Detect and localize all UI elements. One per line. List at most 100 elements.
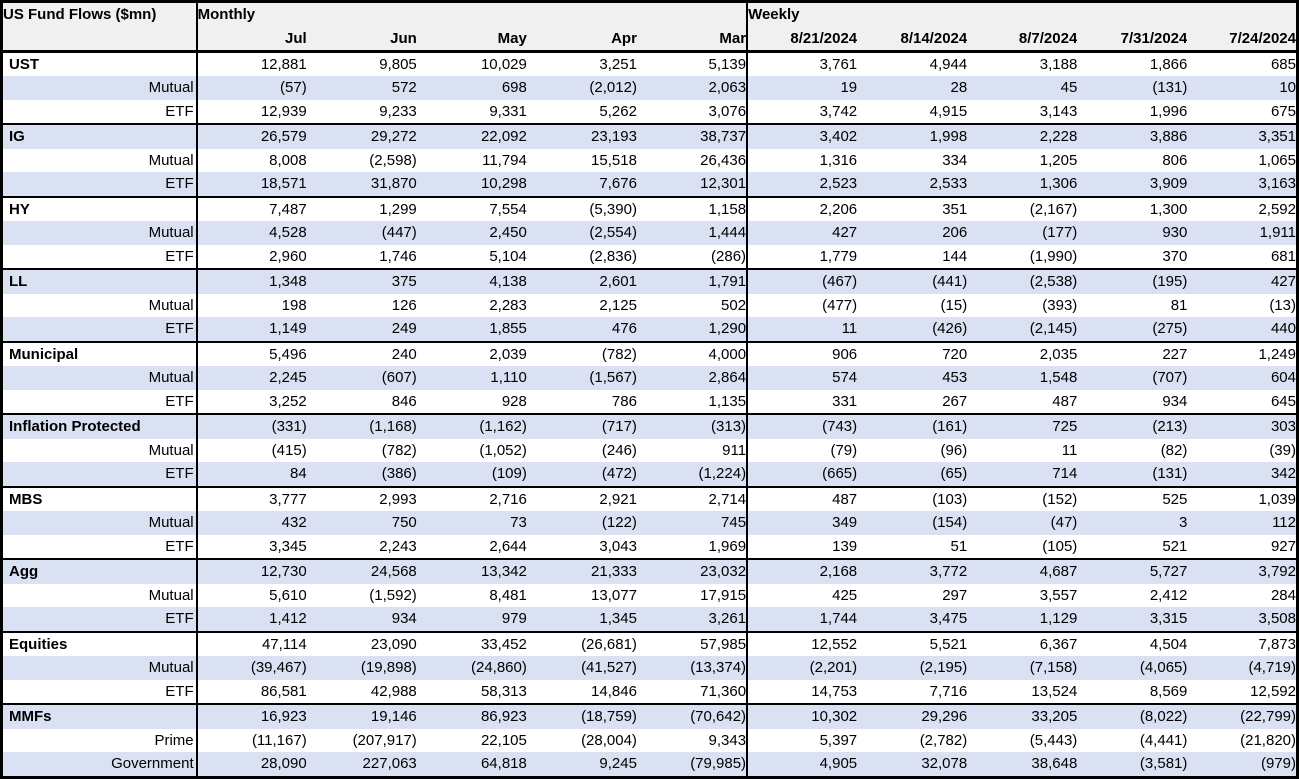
weekly-value: 2,412: [1149, 586, 1188, 604]
column-header-may: May: [416, 26, 527, 53]
row-label: ETF: [1, 317, 198, 342]
monthly-value: (26,681): [526, 630, 637, 656]
weekly-value: 1,249: [1187, 340, 1298, 366]
monthly-value: 28,090: [196, 752, 307, 777]
weekly-value: (105): [1042, 537, 1078, 555]
monthly-value: 2,601: [526, 268, 637, 294]
monthly-value: (717): [526, 413, 637, 439]
table-row: Government 28,090 227,063 64,818 9,245 (79,98…: [1, 752, 1298, 777]
monthly-value: (2,836): [589, 247, 637, 265]
weekly-value: (3,581): [1077, 752, 1188, 777]
weekly-value: (441): [857, 268, 968, 294]
weekly-value: 1,065: [1258, 151, 1296, 169]
weekly-value: 1,129: [967, 607, 1078, 632]
weekly-value: 3,909: [1077, 172, 1188, 197]
weekly-value: 144: [942, 247, 968, 265]
weekly-value: 370: [1162, 247, 1188, 265]
monthly-value: 18,571: [196, 172, 307, 197]
monthly-value: 22,105: [480, 731, 527, 749]
group-label: IG: [1, 123, 198, 149]
group-label: Municipal: [1, 340, 198, 366]
weekly-value: 3,508: [1187, 607, 1298, 632]
weekly-value: 714: [967, 462, 1078, 487]
monthly-value: 12,939: [260, 102, 307, 120]
weekly-value: 267: [942, 392, 968, 410]
monthly-value: 84: [196, 462, 307, 487]
monthly-value: 71,360: [636, 679, 749, 704]
monthly-value: 1,969: [636, 534, 749, 559]
weekly-value: (177): [967, 221, 1078, 245]
monthly-value: 9,245: [526, 752, 637, 777]
group-label: HY: [1, 195, 198, 221]
weekly-value: 934: [1162, 392, 1188, 410]
monthly-value: 86,581: [260, 682, 307, 700]
weekly-value: 7,873: [1187, 630, 1298, 656]
weekly-value: (1,990): [1029, 247, 1078, 265]
monthly-value: (447): [306, 221, 417, 245]
weekly-value: 3,761: [747, 50, 858, 76]
monthly-value: 38,737: [636, 123, 749, 149]
monthly-value: 3,261: [636, 607, 749, 632]
monthly-value: (415): [271, 441, 307, 459]
monthly-value: (2,554): [526, 221, 637, 245]
weekly-value: 351: [857, 195, 968, 221]
monthly-value: 7,676: [526, 172, 637, 197]
table-row: ETF 84 (386) (109) (472) (1,224) (665) (65) 714(…: [1, 462, 1298, 487]
weekly-value: 3: [1077, 511, 1188, 535]
monthly-value: 934: [306, 607, 417, 632]
weekly-value: (154): [857, 511, 968, 535]
weekly-value: 1,911: [1187, 221, 1298, 245]
monthly-value: 3,252: [269, 392, 307, 410]
monthly-value: 5,139: [636, 50, 749, 76]
weekly-value: 1,779: [819, 247, 858, 265]
monthly-value: 16,923: [196, 703, 307, 729]
weekly-value: 806: [1162, 151, 1188, 169]
monthly-value: 5,496: [196, 340, 307, 366]
weekly-value: 3,742: [819, 102, 858, 120]
weekly-value: 284: [1270, 586, 1296, 604]
weekly-value: (2,145): [967, 317, 1078, 342]
weekly-value: 5,521: [857, 630, 968, 656]
row-label: ETF: [1, 679, 198, 704]
weekly-value: 4,905: [747, 752, 858, 777]
weekly-value: 139: [832, 537, 858, 555]
monthly-value: 1,345: [526, 607, 637, 632]
monthly-value: 15,518: [591, 151, 637, 169]
group-row: Equities 47,114 23,090 33,452 (26,681) 57,985…: [1, 630, 1298, 656]
group-row: Inflation Protected (331) (1,168) (1,162) (7…: [1, 413, 1298, 439]
weekly-value: (426): [857, 317, 968, 342]
weekly-value: 1,866: [1077, 50, 1188, 76]
weekly-value: 4,504: [1077, 630, 1188, 656]
weekly-value: (7,158): [967, 656, 1078, 680]
monthly-value: 2,039: [416, 340, 527, 366]
column-header-row: Jul Jun May Apr Mar 8/21/2024 8/14/2024 …: [2, 26, 1298, 53]
weekly-value: 3,315: [1077, 607, 1188, 632]
monthly-value: 698: [416, 76, 527, 100]
column-header-week-2: 8/14/2024: [857, 26, 968, 53]
table-row: ETF 1,149 249 1,855 476 1,290 11 (426) (2,145) (2…: [1, 317, 1298, 342]
monthly-value: 1,149: [196, 317, 307, 342]
monthly-value: (28,004): [581, 731, 637, 749]
group-row: UST 12,881 9,805 10,029 3,251 5,139 3,761 4,944…: [1, 50, 1298, 76]
monthly-value: 9,233: [379, 102, 417, 120]
monthly-value: (1,168): [306, 413, 417, 439]
weekly-value: (2,167): [967, 195, 1078, 221]
monthly-value: 786: [611, 392, 637, 410]
monthly-value: 476: [526, 317, 637, 342]
weekly-value: 10: [1187, 76, 1298, 100]
monthly-value: 2,864: [636, 366, 749, 390]
monthly-value: 23,193: [526, 123, 637, 149]
monthly-value: 1,135: [636, 389, 749, 414]
monthly-value: 3,043: [599, 537, 637, 555]
row-label: Mutual: [1, 293, 198, 317]
monthly-value: 3,777: [196, 485, 307, 511]
monthly-value: 11,794: [482, 151, 527, 169]
table-row: ETF 18,571 31,870 10,298 7,676 12,301 2,523 2,5…: [1, 172, 1298, 197]
weekly-value: 3,475: [857, 607, 968, 632]
table-row: Mutual 4,528 (447) 2,450 (2,554) 1,444 427 206(…: [1, 221, 1298, 245]
weekly-value: 11: [1061, 441, 1078, 459]
monthly-value: (122): [526, 511, 637, 535]
weekly-value: (2,782): [919, 731, 968, 749]
monthly-value: 198: [281, 296, 307, 314]
monthly-value: 58,313: [480, 682, 527, 700]
